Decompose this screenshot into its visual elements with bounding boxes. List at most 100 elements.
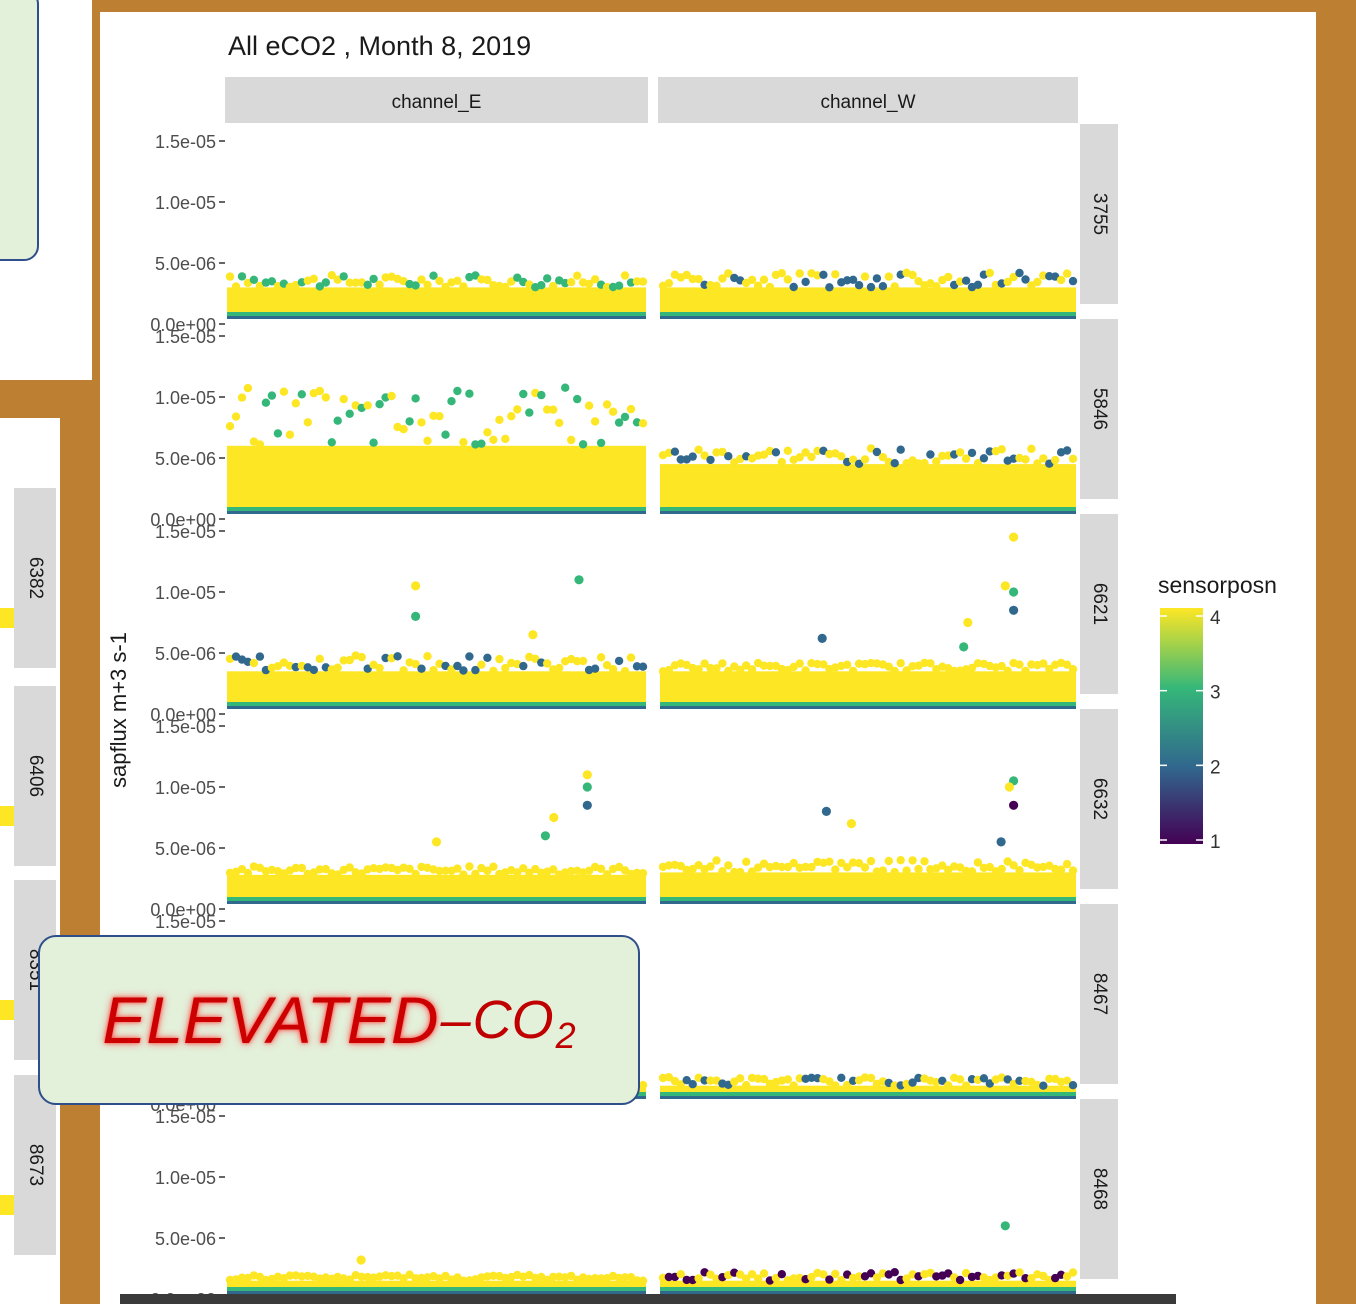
data-point — [967, 867, 977, 876]
data-point — [831, 1269, 840, 1279]
data-point — [670, 447, 680, 456]
data-point — [471, 869, 480, 878]
data-point — [938, 861, 947, 870]
data-point — [736, 1270, 745, 1279]
data-point — [489, 435, 498, 444]
data-point — [688, 452, 697, 461]
data-point — [837, 858, 846, 868]
y-tick-label: 1.5e-05 — [155, 1107, 216, 1127]
data-point — [819, 270, 828, 279]
data-point — [938, 451, 947, 461]
data-point — [363, 664, 372, 673]
data-point — [902, 866, 911, 875]
data-point — [688, 274, 697, 284]
data-point — [357, 1272, 366, 1282]
data-point — [765, 282, 775, 292]
row-strip — [1080, 319, 1118, 499]
data-point — [1033, 277, 1042, 287]
data-point — [315, 654, 324, 663]
data-point — [237, 393, 247, 402]
data-point — [872, 274, 882, 283]
data-point — [1015, 268, 1024, 278]
baseline-band — [227, 706, 646, 709]
left-data-band — [0, 608, 14, 628]
data-point — [676, 455, 685, 464]
data-point — [465, 652, 474, 661]
data-point — [614, 281, 624, 290]
data-point — [694, 445, 703, 454]
outlier-point — [817, 633, 827, 644]
data-point — [638, 419, 648, 428]
data-point — [411, 281, 420, 290]
data-point — [694, 861, 703, 870]
data-point — [706, 455, 715, 465]
data-point — [519, 661, 528, 671]
data-point — [759, 661, 769, 670]
data-point — [747, 867, 757, 876]
outlier-point — [959, 642, 969, 652]
data-point — [997, 445, 1006, 454]
data-point — [807, 452, 816, 462]
data-point — [590, 275, 600, 284]
data-point — [1027, 1274, 1036, 1283]
baseline-band — [660, 897, 1076, 901]
callout-co-text: CO — [472, 990, 554, 1050]
data-point — [682, 1275, 691, 1285]
outlier-point — [582, 770, 592, 780]
data-point — [1068, 665, 1078, 674]
outlier-point — [431, 837, 442, 847]
data-point — [848, 666, 858, 676]
data-point — [712, 856, 721, 865]
data-point — [596, 1274, 606, 1283]
y-tick-label: 1.0e-05 — [155, 778, 216, 798]
data-point — [753, 1274, 763, 1283]
facet-panel — [225, 1255, 648, 1294]
data-point — [676, 1080, 685, 1089]
data-point — [777, 1270, 786, 1279]
data-point — [1015, 866, 1024, 875]
callout-elevated-text: ELEVATED — [102, 983, 439, 1057]
data-point — [1068, 1081, 1078, 1090]
data-point — [955, 448, 965, 457]
data-point — [1051, 455, 1060, 465]
data-point — [718, 867, 727, 876]
data-point — [501, 434, 510, 444]
row-strip-label: 3755 — [1089, 193, 1110, 235]
baseline-band — [227, 312, 646, 316]
data-point — [783, 1075, 792, 1084]
data-point — [423, 280, 432, 289]
data-point — [878, 453, 888, 462]
row-strip — [1080, 124, 1118, 304]
data-point — [789, 858, 798, 868]
data-point — [890, 666, 899, 676]
data-point — [632, 662, 642, 671]
data-point — [297, 863, 306, 873]
data-point — [525, 868, 534, 877]
data-point — [620, 271, 630, 280]
data-point — [1021, 455, 1030, 464]
data-point — [961, 276, 971, 285]
y-axis-label: sapflux m+3 s-1 — [106, 632, 131, 788]
data-point — [1033, 459, 1042, 468]
data-point — [578, 440, 588, 449]
left-data-band — [0, 1195, 14, 1215]
data-point — [676, 861, 685, 871]
data-point — [567, 866, 576, 876]
data-point — [801, 666, 810, 675]
baseline-band — [660, 706, 1076, 709]
data-point — [477, 660, 486, 669]
data-point — [267, 277, 277, 286]
data-point — [777, 457, 786, 467]
data-point — [955, 1275, 965, 1285]
data-point — [411, 394, 420, 403]
data-point — [742, 857, 751, 866]
data-point — [315, 865, 324, 874]
data-point — [465, 862, 474, 871]
data-point — [1062, 660, 1072, 669]
data-point — [706, 862, 715, 871]
data-point — [345, 655, 354, 665]
data-point — [267, 391, 277, 400]
data-point — [483, 866, 492, 875]
left-row-strip — [14, 686, 56, 866]
data-point — [997, 1271, 1006, 1280]
